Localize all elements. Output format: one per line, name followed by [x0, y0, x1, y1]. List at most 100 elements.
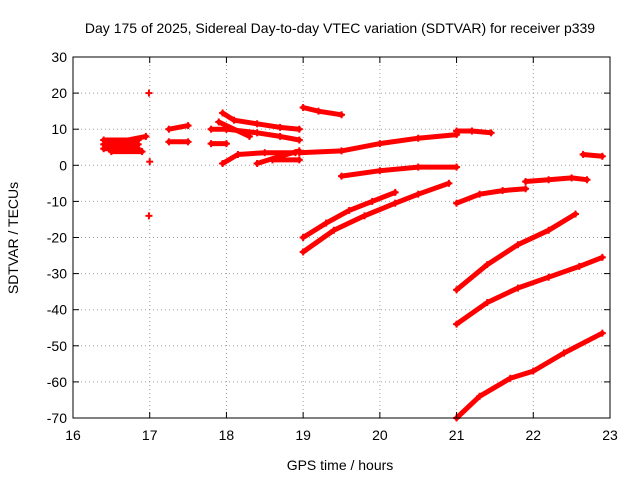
data-point [295, 125, 303, 133]
data-point [506, 374, 514, 382]
data-point [222, 140, 230, 148]
x-axis-label: GPS time / hours [287, 457, 394, 473]
y-tick-label: -40 [47, 302, 67, 318]
series-arc-g2 [300, 180, 452, 255]
data-point [253, 129, 261, 137]
data-point [368, 197, 376, 205]
series-arc-g1 [300, 189, 398, 240]
data-point [514, 284, 522, 292]
data-point [138, 148, 146, 156]
data-point [230, 116, 238, 124]
data-point [338, 172, 345, 180]
data-point [453, 199, 461, 207]
data-point [299, 248, 307, 256]
data-point [575, 262, 583, 270]
data-point [476, 392, 484, 400]
data-point [276, 123, 284, 131]
data-point [560, 349, 568, 357]
data-point [445, 179, 453, 187]
data-point [529, 367, 537, 375]
data-point [219, 109, 227, 117]
data-point [345, 206, 353, 214]
data-point [295, 149, 303, 157]
data-point [361, 212, 369, 220]
isolated-point [146, 158, 154, 166]
y-tick-label: 30 [51, 49, 67, 65]
data-point [414, 190, 422, 198]
data-point [514, 241, 522, 249]
data-point [579, 150, 587, 158]
data-point [487, 129, 495, 137]
series-arc-h3 [523, 175, 590, 184]
data-point [165, 125, 173, 133]
x-tick-label: 21 [449, 427, 465, 443]
data-point [253, 120, 261, 128]
data-point [100, 145, 108, 153]
series-arc-a5 [116, 133, 149, 145]
x-tick-label: 20 [372, 427, 388, 443]
data-point [165, 138, 173, 146]
data-point [391, 199, 399, 207]
data-point [583, 176, 591, 184]
data-point [376, 167, 384, 175]
data-point [299, 234, 307, 241]
data-point [522, 185, 530, 193]
data-point [215, 118, 223, 126]
y-tick-label: -60 [47, 374, 67, 390]
x-tick-label: 23 [602, 427, 618, 443]
data-point [142, 132, 150, 140]
data-point [414, 134, 422, 142]
data-point [107, 148, 115, 156]
x-tick-label: 17 [142, 427, 158, 443]
data-point [598, 253, 606, 261]
y-tick-label: 0 [59, 157, 67, 173]
data-point [295, 136, 303, 144]
data-point [453, 127, 461, 135]
data-point [391, 188, 399, 196]
y-tick-label: 10 [51, 121, 67, 137]
data-point [414, 163, 422, 171]
y-axis-label: SDTVAR / TECUs [5, 182, 21, 294]
axis-ticks: 16 17 18 19 20 21 22 23 30 20 10 0 -10 -20 -30 -40 -50 -6… [47, 49, 618, 443]
data-point [330, 226, 338, 234]
y-tick-label: 20 [51, 85, 67, 101]
data-point [499, 187, 507, 195]
series-arc-i1 [454, 211, 578, 293]
data-point [207, 140, 215, 148]
series-arc-f3 [339, 164, 460, 179]
x-tick-label: 19 [295, 427, 311, 443]
data-point [568, 174, 576, 182]
data-point [338, 111, 345, 119]
y-tick-label: -20 [47, 230, 67, 246]
data-point [483, 298, 491, 306]
data-point [234, 150, 242, 158]
series-arc-d2 [223, 126, 302, 143]
data-point [276, 132, 284, 140]
y-tick-label: -50 [47, 338, 67, 354]
data-point [468, 127, 476, 135]
data-point [184, 122, 192, 130]
data-point [453, 320, 461, 328]
chart-title: Day 175 of 2025, Sidereal Day-to-day VTE… [85, 20, 595, 36]
data-point [545, 273, 553, 281]
data-point [299, 104, 307, 112]
y-tick-label: -30 [47, 266, 67, 282]
data-point [115, 138, 123, 146]
data-point [322, 219, 330, 227]
data-point [476, 190, 484, 198]
data-point [338, 147, 345, 155]
data-point [184, 138, 192, 146]
data-point [598, 152, 606, 160]
data-point [261, 149, 269, 157]
data-point [376, 140, 384, 148]
data-point [314, 107, 322, 115]
data-point [545, 226, 553, 234]
x-tick-label: 22 [525, 427, 541, 443]
data-point [219, 159, 227, 167]
data-point [571, 210, 579, 218]
data-point [207, 125, 215, 133]
series-arc-i3 [454, 330, 605, 421]
data-point [295, 156, 303, 164]
data-point [253, 159, 261, 167]
